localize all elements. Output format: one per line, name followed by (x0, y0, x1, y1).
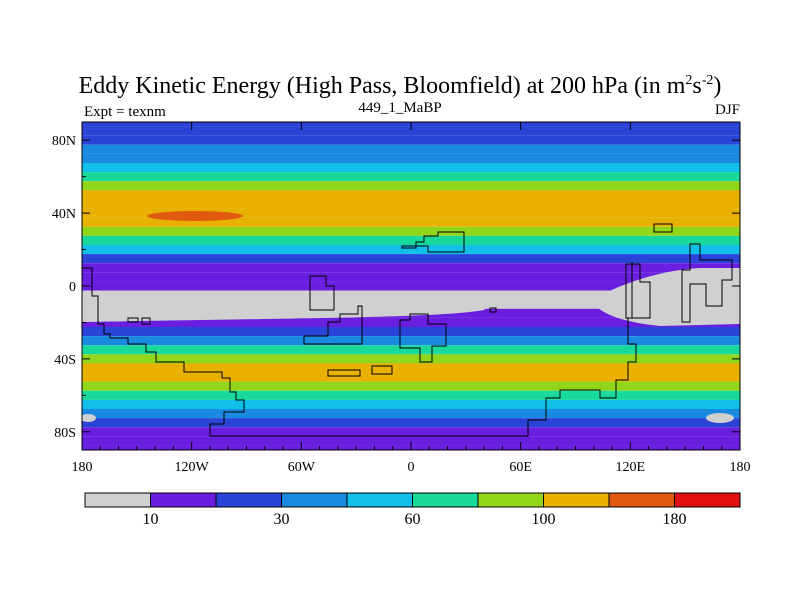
colorbar-box (150, 492, 217, 508)
colorbar-label: 180 (663, 511, 687, 528)
lat-band--5 (82, 290, 740, 300)
y-tick-label: 80S (54, 426, 76, 441)
tropical-low-region-west-pacific (592, 268, 740, 326)
lat-band--75 (82, 418, 740, 428)
lat-band-60 (82, 172, 740, 182)
x-axis: 180 120W 60W 0 60E 120E 180 (72, 122, 751, 475)
x-tick-label: 180 (72, 460, 93, 475)
plot-area (82, 122, 740, 450)
y-tick-label: 40S (54, 353, 76, 368)
x-tick-label: 120W (175, 460, 210, 475)
lat-band-25 (82, 235, 740, 245)
lat-band--40 (82, 354, 740, 364)
lat-band--30 (82, 336, 740, 346)
colorbar-label: 10 (143, 511, 159, 528)
lat-band-80 (82, 135, 740, 145)
colorbar: 10 30 60 100 180 (84, 492, 741, 528)
colorbar-label: 30 (274, 511, 290, 528)
y-tick-label: 0 (69, 280, 76, 295)
x-tick-label: 60E (509, 460, 532, 475)
lat-band--50 (82, 372, 740, 382)
colorbar-label: 100 (532, 511, 556, 528)
lat-band-85 (82, 126, 740, 136)
colorbar-box (215, 492, 282, 508)
colorbar-box (608, 492, 675, 508)
lat-band--45 (82, 363, 740, 373)
x-tick-label: 60W (288, 460, 316, 475)
colorbar-label: 60 (405, 511, 421, 528)
antarctic-low-region-west (82, 414, 96, 422)
lat-band-10 (82, 263, 740, 273)
lat-band--20 (82, 317, 740, 327)
lat-band--65 (82, 399, 740, 409)
colorbar-box (674, 492, 741, 508)
lat-band--35 (82, 345, 740, 355)
lat-band-20 (82, 245, 740, 255)
chart-subtitle: 449_1_MaBP (358, 100, 442, 116)
x-tick-label: 120E (616, 460, 646, 475)
season-label: DJF (714, 102, 740, 118)
lat-band-45 (82, 199, 740, 209)
lat-band--55 (82, 381, 740, 391)
colorbar-box (84, 492, 151, 508)
y-tick-label: 80N (52, 134, 76, 149)
lat-band--70 (82, 409, 740, 419)
colorbar-box (412, 492, 479, 508)
colorbar-box (346, 492, 413, 508)
lat-band-55 (82, 181, 740, 191)
chart-title: Eddy Kinetic Energy (High Pass, Bloomfie… (78, 73, 722, 99)
lat-band--85 (82, 436, 740, 446)
lat-band-5 (82, 272, 740, 282)
colorbar-box (477, 492, 544, 508)
lat-band-0 (82, 281, 740, 291)
lat-band-50 (82, 190, 740, 200)
colorbar-box (281, 492, 348, 508)
lat-band-15 (82, 254, 740, 264)
lat-band--60 (82, 390, 740, 400)
y-tick-label: 40N (52, 207, 76, 222)
lat-band-40 (82, 208, 740, 218)
experiment-label: Expt = texnm (84, 104, 166, 120)
x-tick-label: 0 (408, 460, 415, 475)
lat-band-30 (82, 226, 740, 236)
jet-core-maximum (147, 211, 243, 221)
lat-band-70 (82, 153, 740, 163)
x-tick-label: 180 (730, 460, 751, 475)
lat-band-75 (82, 144, 740, 154)
y-axis: 80N 40N 0 40S 80S (52, 134, 740, 441)
coastlines (82, 223, 733, 437)
lat-band--25 (82, 327, 740, 337)
lat-band-35 (82, 217, 740, 227)
tropical-low-region-west (82, 293, 486, 322)
lat-band-65 (82, 163, 740, 173)
colorbar-box (543, 492, 610, 508)
lat-band--80 (82, 427, 740, 437)
antarctic-low-region (706, 413, 734, 423)
